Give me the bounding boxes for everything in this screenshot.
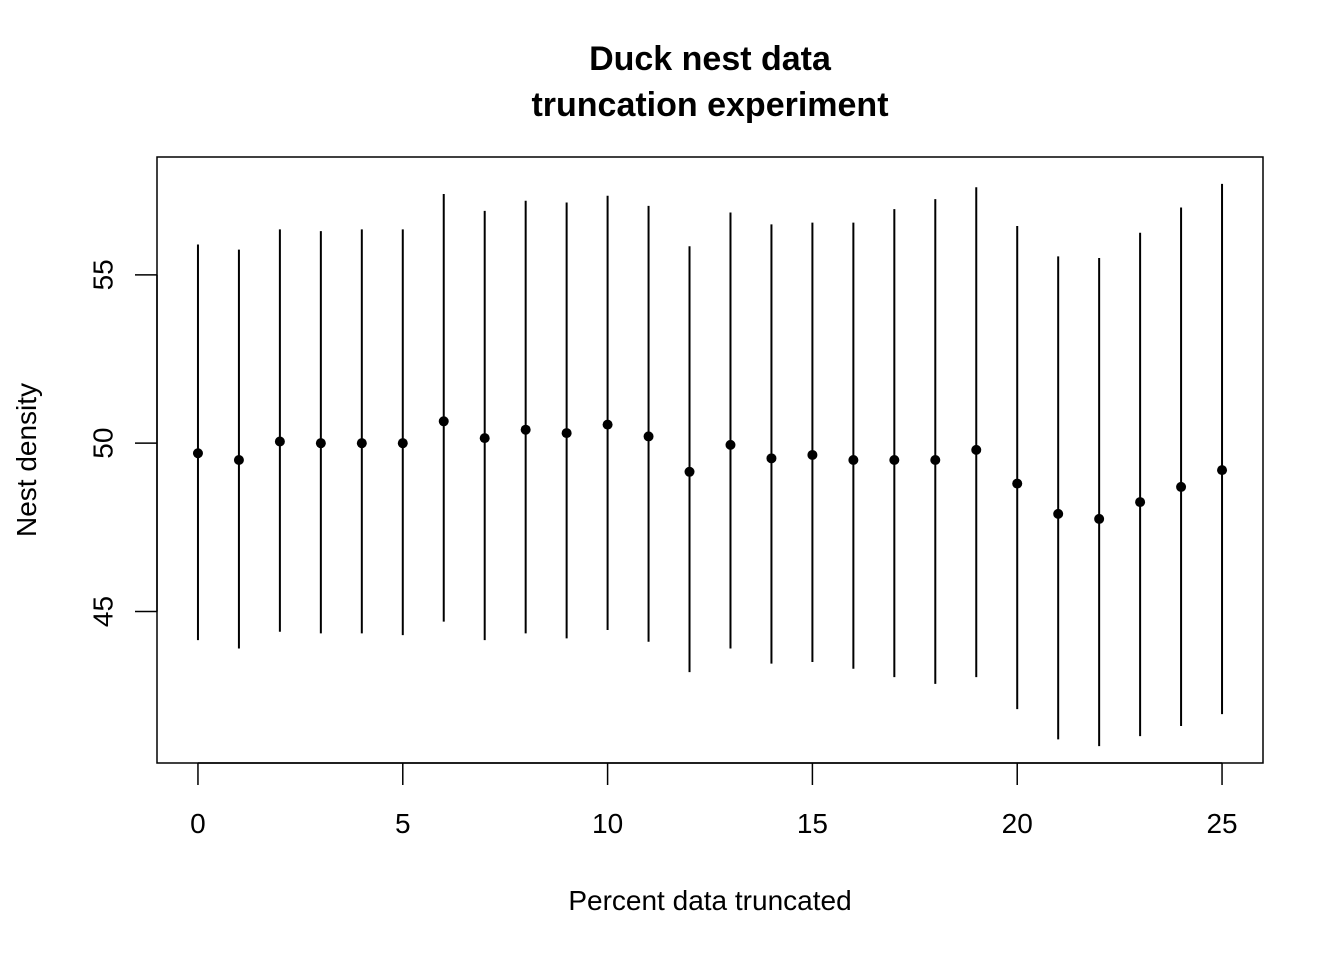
x-tick-label: 0	[190, 808, 206, 839]
y-tick-label: 50	[87, 428, 118, 459]
data-point	[479, 433, 490, 444]
data-point	[1012, 478, 1023, 489]
data-point	[192, 448, 203, 459]
data-point	[1053, 508, 1064, 519]
data-point	[1176, 481, 1187, 492]
plot-frame	[156, 156, 1264, 764]
chart-subtitle: truncation experiment	[531, 86, 888, 124]
data-point	[520, 424, 531, 435]
data-point	[643, 431, 654, 442]
y-tick-label: 55	[87, 259, 118, 290]
x-tick-label: 5	[395, 808, 411, 839]
series-points	[192, 183, 1228, 747]
x-tick-label: 10	[592, 808, 623, 839]
data-point	[930, 455, 941, 465]
x-axis-label: Percent data truncated	[568, 885, 851, 916]
y-axis-label: Nest density	[11, 383, 42, 537]
data-point	[315, 438, 326, 449]
data-point	[602, 419, 613, 430]
data-point	[766, 453, 777, 464]
data-point	[397, 438, 408, 449]
y-tick-label: 45	[87, 596, 118, 627]
x-tick-label: 25	[1206, 808, 1237, 839]
data-point	[233, 455, 244, 465]
chart-title: Duck nest data	[589, 40, 832, 78]
y-axis: 45 50 55	[87, 259, 158, 627]
data-point	[889, 455, 900, 465]
data-point	[684, 466, 695, 477]
data-point	[356, 438, 367, 449]
x-tick-label: 20	[1002, 808, 1033, 839]
data-point	[848, 455, 859, 465]
data-point	[438, 416, 449, 427]
data-point	[971, 444, 982, 455]
data-point	[274, 436, 285, 447]
data-point	[725, 439, 736, 450]
x-axis: 0 5 10 15 20 25	[190, 762, 1238, 839]
data-point	[1094, 513, 1105, 524]
data-point	[561, 428, 572, 439]
data-point	[1217, 465, 1228, 476]
x-tick-label: 15	[797, 808, 828, 839]
data-point	[807, 449, 818, 460]
data-point	[1135, 497, 1146, 508]
